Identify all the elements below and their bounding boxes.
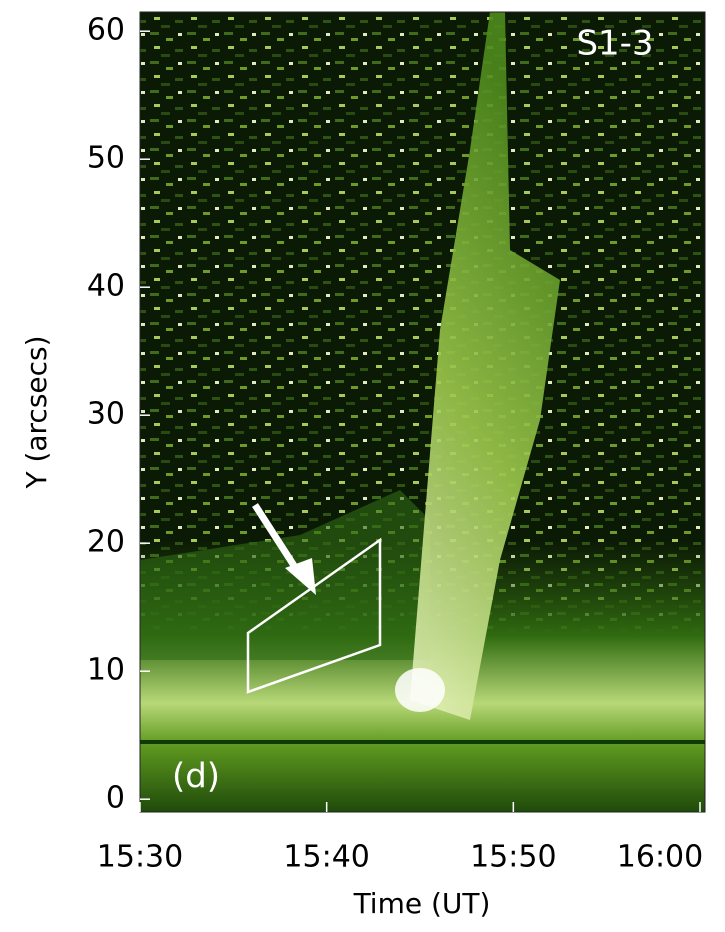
x-tick-label: 15:30 bbox=[97, 840, 183, 875]
y-tick-label: 40 bbox=[87, 269, 125, 304]
y-tick-label: 10 bbox=[87, 653, 125, 688]
region-box bbox=[246, 537, 382, 694]
y-tick-label: 20 bbox=[87, 525, 125, 560]
y-axis-title: Y (arcsecs) bbox=[20, 335, 53, 489]
y-tick-label: 30 bbox=[87, 397, 125, 432]
arrow-head bbox=[285, 558, 316, 595]
y-tick-label: 0 bbox=[106, 781, 125, 816]
x-tick-label: 15:50 bbox=[470, 840, 556, 875]
y-tick-label: 60 bbox=[87, 13, 125, 48]
panel-title: S1-3 bbox=[576, 24, 653, 64]
y-tick-label: 50 bbox=[87, 141, 125, 176]
arrow-shaft bbox=[252, 503, 303, 577]
x-tick-label: 15:40 bbox=[283, 840, 369, 875]
x-tick-label: 16:00 bbox=[617, 840, 703, 875]
plot-frame bbox=[139, 11, 706, 813]
faint-structure bbox=[140, 490, 430, 660]
bright-core bbox=[395, 668, 445, 712]
x-axis-title: Time (UT) bbox=[353, 887, 491, 920]
dark-line bbox=[140, 740, 705, 744]
eruption-streak bbox=[410, 12, 560, 720]
plot-image bbox=[139, 11, 706, 813]
panel-label: (d) bbox=[172, 757, 220, 797]
